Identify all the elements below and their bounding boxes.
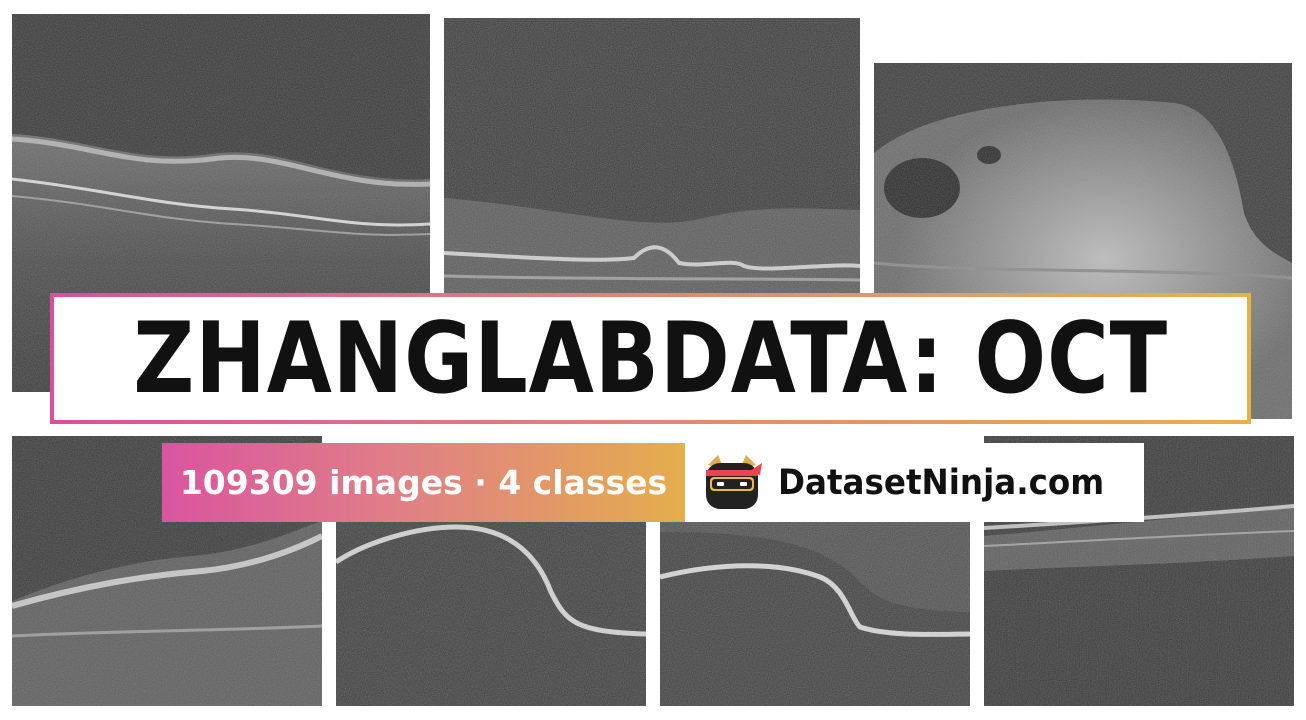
title-banner: ZHANGLABDATA: OCT	[50, 293, 1251, 424]
dataset-title: ZHANGLABDATA: OCT	[133, 301, 1168, 416]
oct-scan-image	[12, 436, 322, 706]
oct-scan-image	[444, 18, 860, 294]
brand-link[interactable]: DatasetNinja.com	[778, 462, 1105, 503]
oct-scan-image	[336, 522, 646, 706]
stats-badge: 109309 images · 4 classes	[162, 443, 685, 522]
ninja-cat-logo-icon	[706, 454, 762, 509]
brand-badge[interactable]: DatasetNinja.com	[686, 443, 1144, 522]
oct-scan-image	[660, 522, 970, 706]
